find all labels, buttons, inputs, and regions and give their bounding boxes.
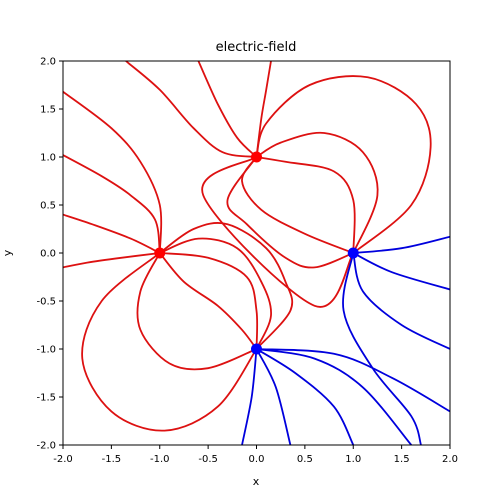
field-line-22 xyxy=(256,348,355,445)
field-line-26 xyxy=(352,252,450,291)
x-axis: -2.0 -1.5 -1.0 -0.5 0.0 0.5 1.0 1.5 2.0 xyxy=(53,445,458,465)
x-tick-label: 0.0 xyxy=(249,454,265,465)
x-tick-label: 1.5 xyxy=(394,454,410,465)
field-line-1 xyxy=(63,90,163,254)
x-axis-label: x xyxy=(253,475,260,488)
x-tick-label: -1.0 xyxy=(150,454,170,465)
y-tick-label: -0.5 xyxy=(36,297,56,308)
field-line-3 xyxy=(63,213,161,254)
charge-point-1 xyxy=(154,247,166,259)
field-line-16 xyxy=(159,252,259,350)
charge-point-3 xyxy=(251,343,262,355)
field-line-8 xyxy=(255,75,432,254)
field-line-19 xyxy=(81,252,258,432)
field-line-13 xyxy=(201,156,355,308)
y-tick-label: 2.0 xyxy=(40,57,56,68)
chart-title: electric-field xyxy=(216,40,297,55)
y-tick-label: 1.5 xyxy=(40,105,56,116)
field-line-15 xyxy=(159,237,272,350)
y-axis: -2.0 -1.5 -1.0 -0.5 0.0 0.5 1.0 1.5 2.0 xyxy=(36,57,63,452)
field-line-24 xyxy=(256,348,450,413)
charge-point-4 xyxy=(347,247,359,259)
x-tick-label: -2.0 xyxy=(53,454,73,465)
field-line-17 xyxy=(159,252,258,350)
y-tick-label: 0.5 xyxy=(40,201,56,212)
field-line-18 xyxy=(136,252,257,371)
field-line-27 xyxy=(353,235,450,254)
field-line-4 xyxy=(63,252,160,269)
field-line-5 xyxy=(125,61,257,158)
field-line-23 xyxy=(256,348,412,445)
field-line-12 xyxy=(226,156,354,269)
field-line-21 xyxy=(255,348,292,445)
y-axis-label: y xyxy=(1,249,14,256)
field-line-10 xyxy=(256,156,356,254)
y-tick-label: -1.0 xyxy=(36,345,56,356)
field-line-9 xyxy=(256,131,379,254)
x-tick-label: -0.5 xyxy=(198,454,218,465)
field-line-25 xyxy=(352,252,450,350)
x-tick-label: -1.5 xyxy=(102,454,122,465)
field-line-20 xyxy=(241,348,258,445)
x-tick-label: 1.0 xyxy=(345,454,361,465)
field-line-28 xyxy=(342,252,422,445)
x-tick-label: 0.5 xyxy=(297,454,313,465)
x-tick-label: 2.0 xyxy=(442,454,458,465)
field-line-2 xyxy=(63,154,161,254)
y-tick-label: 0.0 xyxy=(40,249,56,260)
field-line-11 xyxy=(241,156,354,254)
y-tick-label: 1.0 xyxy=(40,153,56,164)
y-tick-label: -1.5 xyxy=(36,393,56,404)
plot-area xyxy=(63,61,450,445)
y-tick-label: -2.0 xyxy=(36,441,56,452)
field-line-6 xyxy=(197,61,258,158)
charge-point-2 xyxy=(251,151,262,163)
field-line-14 xyxy=(159,222,294,350)
plot-frame xyxy=(62,60,451,446)
